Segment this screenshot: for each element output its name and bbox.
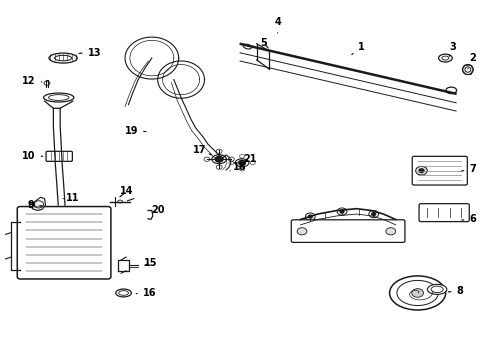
- Circle shape: [336, 208, 346, 215]
- Circle shape: [305, 213, 315, 220]
- Circle shape: [411, 289, 423, 297]
- Text: 9: 9: [27, 200, 42, 210]
- Ellipse shape: [55, 55, 72, 61]
- Text: 4: 4: [274, 17, 281, 33]
- Text: 13: 13: [79, 48, 101, 58]
- Text: 21: 21: [243, 154, 257, 164]
- Ellipse shape: [211, 155, 226, 164]
- Text: 17: 17: [192, 144, 211, 155]
- Circle shape: [44, 81, 50, 85]
- Text: 19: 19: [124, 126, 146, 135]
- Circle shape: [308, 215, 312, 218]
- Circle shape: [238, 160, 245, 165]
- FancyBboxPatch shape: [291, 220, 404, 242]
- Text: 16: 16: [136, 288, 156, 298]
- Text: 18: 18: [229, 162, 246, 172]
- Ellipse shape: [116, 289, 131, 297]
- Text: 10: 10: [22, 150, 42, 161]
- Circle shape: [339, 210, 343, 213]
- Ellipse shape: [427, 284, 446, 294]
- Text: 12: 12: [22, 76, 41, 86]
- Text: 2: 2: [467, 53, 475, 69]
- Circle shape: [371, 213, 375, 216]
- Text: 1: 1: [351, 42, 364, 54]
- FancyBboxPatch shape: [17, 207, 111, 279]
- Ellipse shape: [235, 159, 248, 167]
- Text: 8: 8: [447, 286, 463, 296]
- Text: 5: 5: [260, 38, 267, 48]
- FancyBboxPatch shape: [411, 156, 467, 185]
- Text: 20: 20: [151, 206, 164, 216]
- Text: 14: 14: [120, 186, 133, 197]
- Text: 11: 11: [63, 193, 80, 203]
- Circle shape: [297, 228, 306, 235]
- Ellipse shape: [49, 53, 77, 63]
- Text: 7: 7: [461, 164, 475, 174]
- Text: 15: 15: [144, 258, 157, 268]
- Circle shape: [385, 228, 395, 235]
- Circle shape: [418, 169, 423, 172]
- Circle shape: [215, 156, 223, 162]
- Circle shape: [415, 166, 427, 175]
- FancyBboxPatch shape: [46, 151, 72, 161]
- Polygon shape: [32, 197, 45, 211]
- Ellipse shape: [389, 276, 445, 310]
- Text: 6: 6: [461, 215, 475, 224]
- Text: 3: 3: [448, 42, 456, 56]
- Ellipse shape: [43, 93, 74, 102]
- FancyBboxPatch shape: [418, 204, 468, 222]
- Circle shape: [368, 211, 378, 218]
